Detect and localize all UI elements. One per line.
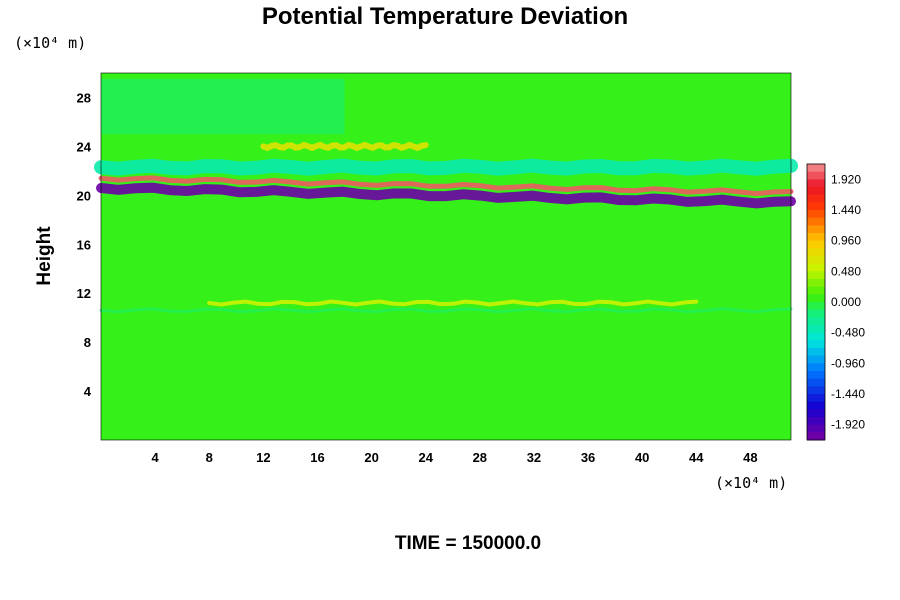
colorbar-label: 0.960	[831, 234, 861, 248]
colorbar-label: -1.440	[831, 387, 865, 401]
colorbar-band	[807, 371, 825, 380]
x-tick-label: 40	[635, 450, 649, 465]
colorbar-label: 0.480	[831, 264, 861, 278]
y-tick-label: 20	[77, 188, 91, 203]
colorbar-band	[807, 424, 825, 433]
colorbar-labels: 1.920 1.440 0.960 0.480 0.000 -0.480 -0.960 -1.…	[831, 172, 865, 431]
x-tick-label: 44	[689, 450, 704, 465]
y-tick-label: 12	[77, 286, 91, 301]
x-tick-label: 28	[473, 450, 487, 465]
heatmap-band-warm-core	[98, 175, 794, 197]
x-axis-ticks: 4 8 12 16 20 24 28 32 36 40 44 48	[152, 450, 758, 465]
colorbar-band	[807, 248, 825, 257]
colorbar-band	[807, 279, 825, 288]
colorbar-band	[807, 332, 825, 341]
colorbar-band	[807, 263, 825, 272]
x-tick-label: 4	[152, 450, 160, 465]
colorbar-band	[807, 432, 825, 441]
heatmap-fill	[101, 73, 791, 440]
heatmap-field	[94, 72, 798, 441]
colorbar-band	[807, 348, 825, 357]
colorbar-band	[807, 325, 825, 334]
colorbar-band	[807, 409, 825, 418]
plot-frame	[100, 72, 792, 441]
colorbar-band	[807, 202, 825, 211]
colorbar-label: 0.000	[831, 295, 861, 309]
y-axis-ticks: 4 8 12 16 20 24 28	[77, 90, 92, 399]
heatmap-haze	[101, 79, 345, 135]
colorbar-band	[807, 171, 825, 180]
colorbar-band	[807, 302, 825, 311]
x-tick-label: 20	[364, 450, 378, 465]
colorbar-label: -0.480	[831, 326, 865, 340]
x-tick-label: 24	[418, 450, 433, 465]
heatmap-band-cool-strip-lower	[99, 307, 793, 314]
chart-title: Potential Temperature Deviation	[262, 3, 628, 30]
colorbar-band	[807, 401, 825, 410]
heatmap-band-warm-strip-lower	[207, 299, 699, 307]
x-tick-label: 8	[206, 450, 213, 465]
heatmap-band-cool-layer-upper	[94, 158, 798, 176]
x-tick-label: 48	[743, 450, 757, 465]
y-tick-label: 16	[77, 237, 91, 252]
colorbar-band	[807, 217, 825, 226]
colorbar: 1.920 1.440 0.960 0.480 0.000 -0.480 -0.960 -1.…	[806, 163, 865, 441]
colorbar-band	[807, 210, 825, 219]
x-tick-label: 16	[310, 450, 324, 465]
time-footer: TIME = 150000.0	[395, 533, 541, 554]
colorbar-label: 1.920	[831, 172, 861, 186]
y-tick-label: 24	[77, 139, 92, 154]
y-axis-label: Height	[34, 226, 55, 286]
y-tick-label: 4	[84, 384, 92, 399]
colorbar-band	[807, 394, 825, 403]
colorbar-label: -1.920	[831, 418, 865, 432]
colorbar-band	[807, 386, 825, 395]
colorbar-band	[807, 340, 825, 349]
colorbar-band	[807, 194, 825, 203]
heatmap-band-warm-band-upper	[260, 141, 429, 152]
colorbar-band	[807, 294, 825, 303]
colorbar-label: -0.960	[831, 356, 865, 370]
colorbar-band	[807, 317, 825, 326]
heatmap-band-cold-core	[96, 182, 796, 209]
colorbar-band	[807, 271, 825, 280]
colorbar-band	[807, 378, 825, 387]
colorbar-bands	[807, 164, 825, 441]
colorbar-band	[807, 225, 825, 234]
x-tick-label: 12	[256, 450, 270, 465]
y-axis-unit: (×10⁴ m)	[14, 34, 86, 52]
y-tick-label: 28	[77, 90, 91, 105]
colorbar-band	[807, 286, 825, 295]
x-axis-unit: (×10⁴ m)	[715, 474, 787, 492]
heatmap-features	[94, 73, 798, 440]
y-tick-label: 8	[84, 335, 91, 350]
colorbar-band	[807, 363, 825, 372]
colorbar-band	[807, 355, 825, 364]
colorbar-band	[807, 187, 825, 196]
colorbar-band	[807, 309, 825, 318]
colorbar-band	[807, 164, 825, 173]
colorbar-band	[807, 179, 825, 188]
colorbar-band	[807, 417, 825, 426]
x-tick-label: 36	[581, 450, 595, 465]
x-tick-label: 32	[527, 450, 541, 465]
colorbar-band	[807, 240, 825, 249]
colorbar-band	[807, 233, 825, 242]
colorbar-band	[807, 256, 825, 265]
colorbar-label: 1.440	[831, 203, 861, 217]
colorbar-frame	[806, 163, 826, 441]
